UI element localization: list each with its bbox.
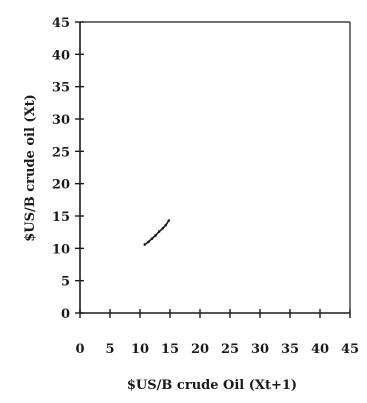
x-tick-label: 30 — [251, 342, 269, 357]
y-tick-label: 15 — [52, 210, 70, 225]
x-tick-label: 20 — [191, 342, 209, 357]
y-tick-label: 30 — [52, 113, 70, 128]
y-axis-ticks: 0 5 10 15 20 25 30 35 40 45 — [52, 16, 84, 322]
x-tick-label: 40 — [311, 342, 329, 357]
data-point — [164, 223, 168, 227]
y-tick-label: 0 — [61, 307, 70, 322]
y-tick-label: 5 — [61, 275, 70, 290]
data-point — [150, 237, 154, 240]
y-tick-label: 40 — [52, 48, 70, 63]
data-point — [161, 226, 165, 230]
y-tick-label: 25 — [52, 145, 70, 160]
y-axis-label: $US/B crude oil (Xt) — [23, 94, 38, 242]
data-point — [167, 219, 171, 222]
y-tick-label: 20 — [52, 178, 70, 193]
x-tick-label: 5 — [105, 342, 114, 357]
data-point — [143, 243, 147, 246]
plot-frame — [79, 21, 351, 314]
x-tick-label: 45 — [341, 342, 359, 357]
x-axis-label: $US/B crude Oil (Xt+1) — [127, 378, 297, 393]
data-point — [157, 230, 161, 233]
y-tick-label: 35 — [52, 81, 70, 96]
y-tick-label: 45 — [52, 16, 70, 31]
data-point — [154, 234, 157, 237]
x-tick-label: 15 — [161, 342, 179, 357]
x-tick-label: 35 — [281, 342, 299, 357]
y-tick-label: 10 — [52, 242, 70, 257]
x-tick-label: 10 — [131, 342, 149, 357]
x-tick-label: 0 — [75, 342, 84, 357]
x-tick-label: 25 — [221, 342, 239, 357]
data-point — [147, 240, 150, 244]
x-axis-ticks: 0 5 10 15 20 25 30 35 40 45 — [75, 309, 359, 357]
data-series — [143, 219, 171, 246]
